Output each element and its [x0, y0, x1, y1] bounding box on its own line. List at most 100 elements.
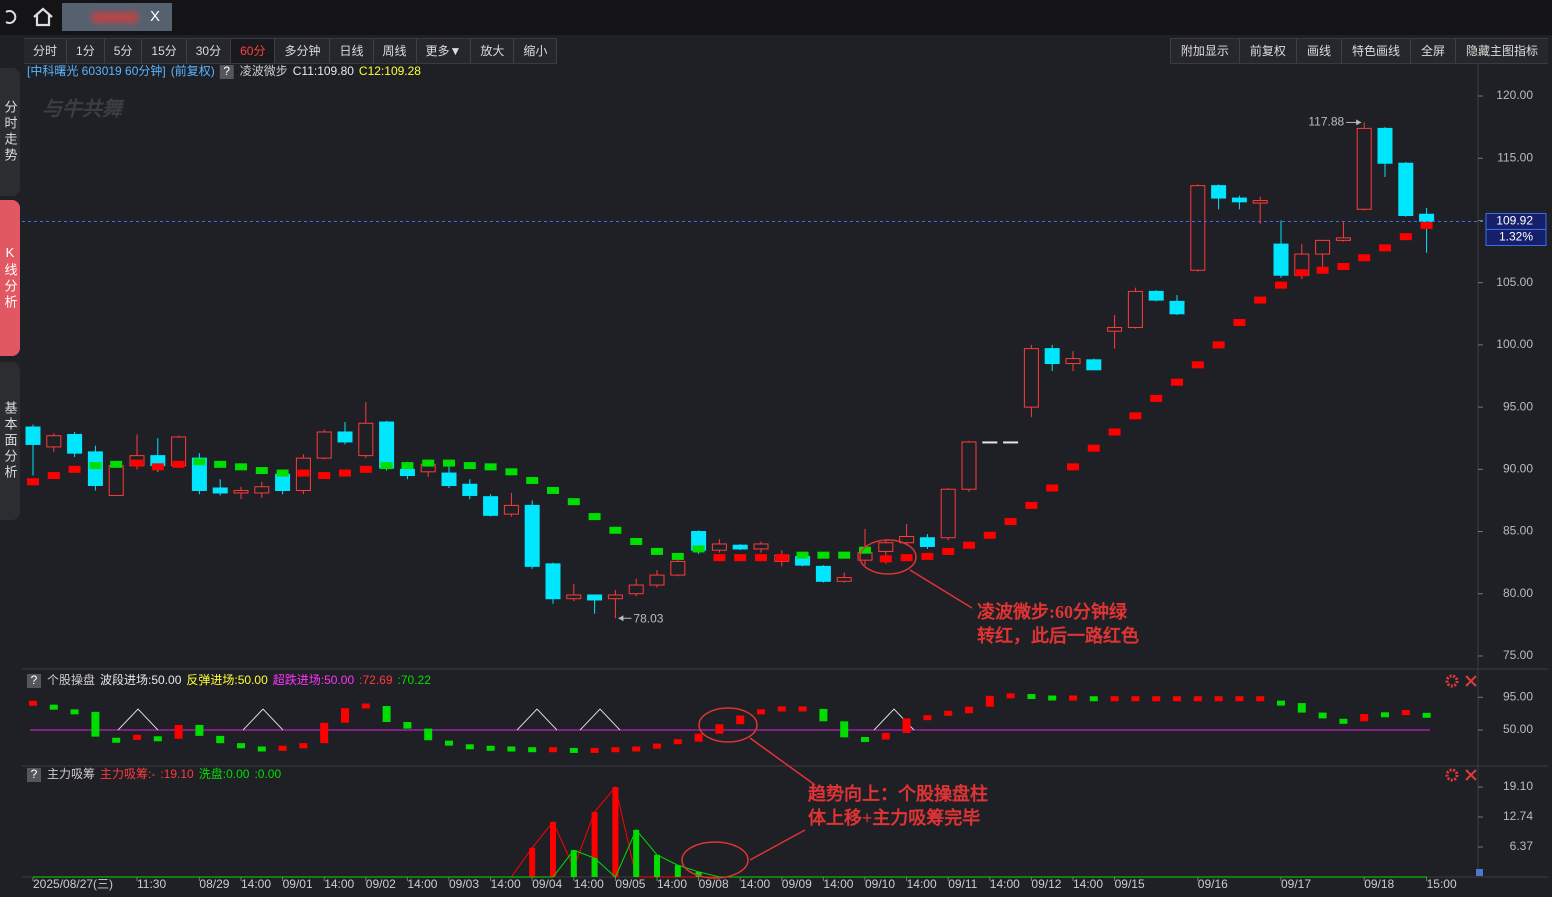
stick	[902, 718, 911, 733]
candle-body	[233, 489, 249, 494]
tool-button[interactable]: 隐藏主图指标	[1454, 39, 1548, 63]
period-button[interactable]: 更多▼	[417, 39, 472, 63]
candle-body	[1107, 326, 1123, 332]
period-button[interactable]: 60分	[231, 39, 276, 63]
x-tick-label: 09/09	[782, 877, 812, 891]
candle-body	[940, 488, 956, 539]
home-icon[interactable]	[33, 7, 53, 27]
stick	[1256, 696, 1265, 702]
low-label: 78.03	[633, 611, 663, 625]
indicator-step	[110, 460, 123, 468]
x-tick-label: 09/01	[283, 877, 313, 891]
x-tick-label: 14:00	[407, 877, 437, 891]
indicator-step	[359, 465, 372, 473]
bar	[570, 850, 577, 877]
candle-body	[67, 433, 83, 454]
tool-button[interactable]: 前复权	[1238, 39, 1296, 63]
signal-chevron	[242, 708, 284, 731]
stick	[923, 715, 932, 721]
stick	[91, 711, 100, 737]
tool-button[interactable]: 特色画线	[1340, 39, 1410, 63]
candle-body	[1398, 162, 1414, 216]
indicator-step	[1212, 341, 1225, 349]
back-icon[interactable]	[5, 10, 17, 24]
stick	[590, 747, 599, 753]
period-button[interactable]: 放大	[471, 39, 515, 63]
legend-value: 反弹进场:50.00	[186, 673, 268, 687]
period-button[interactable]: 缩小	[514, 39, 558, 63]
signal-chevron	[516, 708, 558, 731]
indicator-step	[151, 463, 164, 471]
candle-body	[628, 584, 644, 595]
side-tab[interactable]: 基本面分析	[0, 362, 20, 520]
indicator-step	[255, 467, 268, 475]
indicator-step	[505, 468, 518, 476]
y-tick-label: 12.74	[1503, 809, 1533, 823]
stick	[237, 743, 245, 749]
stick	[736, 715, 745, 725]
candle-body	[1231, 197, 1247, 203]
indicator-step	[1067, 463, 1079, 471]
nav-icons[interactable]	[0, 0, 60, 34]
annotation: 转红，此后一路红色	[977, 625, 1139, 646]
side-tab[interactable]: 分时走势	[0, 68, 20, 196]
close-icon[interactable]	[1465, 769, 1477, 781]
period-button[interactable]: 日线	[330, 39, 374, 63]
stick	[798, 706, 807, 712]
stock-name: [中科曙光 603019 60分钟]	[27, 63, 166, 78]
period-button[interactable]: 分时	[24, 39, 68, 63]
bar	[591, 858, 598, 877]
candle-body	[316, 431, 332, 459]
x-tick-label: 14:00	[491, 877, 521, 891]
period-button[interactable]: 多分钟	[275, 39, 331, 63]
legend-value: 主力吸筹:-	[100, 767, 155, 781]
candle-body	[732, 544, 748, 550]
candle-body	[212, 487, 228, 494]
stick	[611, 747, 620, 753]
y-tick-label: 80.00	[1503, 586, 1533, 600]
period-button[interactable]: 30分	[187, 39, 232, 63]
indicator-step	[1399, 233, 1412, 241]
tab-close[interactable]: X	[150, 8, 161, 25]
period-toolbar: 分时 1分 5分 15分 30分 60分 多分钟 日线 周线 更多▼ 放大 缩小	[24, 38, 558, 64]
stick	[1006, 693, 1015, 699]
period-button[interactable]: 5分	[105, 39, 143, 63]
indicator-step	[276, 469, 289, 477]
period-button[interactable]: 周线	[374, 39, 417, 63]
stick	[153, 736, 162, 742]
indicator-step	[526, 477, 539, 485]
stick	[133, 734, 141, 740]
period-button[interactable]: 15分	[142, 39, 187, 63]
candle-body	[462, 483, 478, 496]
indicator-step	[401, 462, 414, 470]
close-icon[interactable]	[1465, 675, 1477, 687]
bar	[633, 829, 640, 877]
indicator-step	[692, 545, 705, 553]
settings-icon[interactable]	[1445, 768, 1459, 782]
indicator-step	[1420, 221, 1433, 229]
indicator-step	[68, 465, 81, 473]
stick	[528, 747, 537, 753]
period-button[interactable]: 1分	[67, 39, 105, 63]
indicator-step	[27, 478, 39, 486]
stick	[403, 722, 412, 729]
tool-button[interactable]: 附加显示	[1169, 39, 1239, 63]
settings-icon[interactable]	[1445, 674, 1459, 688]
tool-button[interactable]: 全屏	[1409, 39, 1455, 63]
x-tick-label: 09/11	[948, 877, 977, 891]
side-tab[interactable]: K线分析	[0, 200, 20, 356]
panel-title: 主力吸筹	[47, 767, 95, 781]
x-tick-label: 09/17	[1281, 877, 1311, 891]
low-arrowhead	[618, 615, 624, 622]
tool-button[interactable]: 画线	[1295, 39, 1341, 63]
indicator-step	[671, 552, 684, 560]
stick	[195, 724, 204, 736]
panel-title: 个股操盘	[47, 672, 95, 687]
indicator-name: 凌波微步	[240, 64, 288, 78]
indicator-step	[567, 498, 580, 506]
indicator-step	[339, 469, 351, 477]
stick	[1297, 703, 1306, 713]
x-tick-label: 14:00	[907, 877, 937, 891]
stick	[944, 710, 953, 716]
stock-tab[interactable]: X	[62, 3, 172, 31]
